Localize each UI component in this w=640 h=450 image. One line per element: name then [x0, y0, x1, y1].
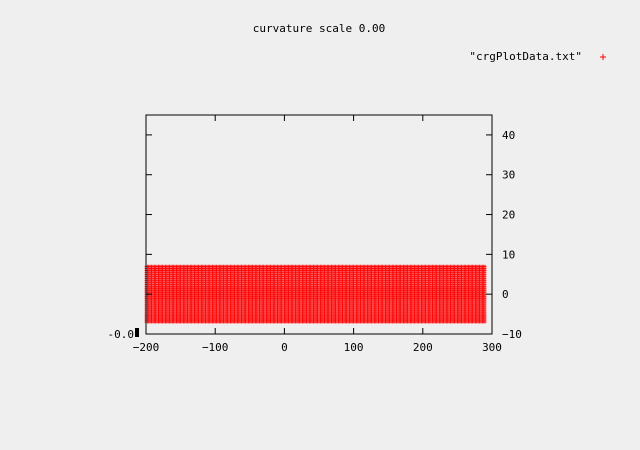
legend: "crgPlotData.txt": [469, 50, 606, 63]
legend-marker-plus-mark: [600, 54, 606, 60]
data-points: [144, 264, 487, 324]
legend-label: "crgPlotData.txt": [469, 50, 582, 63]
legend-marker-plus: [600, 54, 606, 60]
chart-title: curvature scale 0.00: [253, 22, 385, 35]
